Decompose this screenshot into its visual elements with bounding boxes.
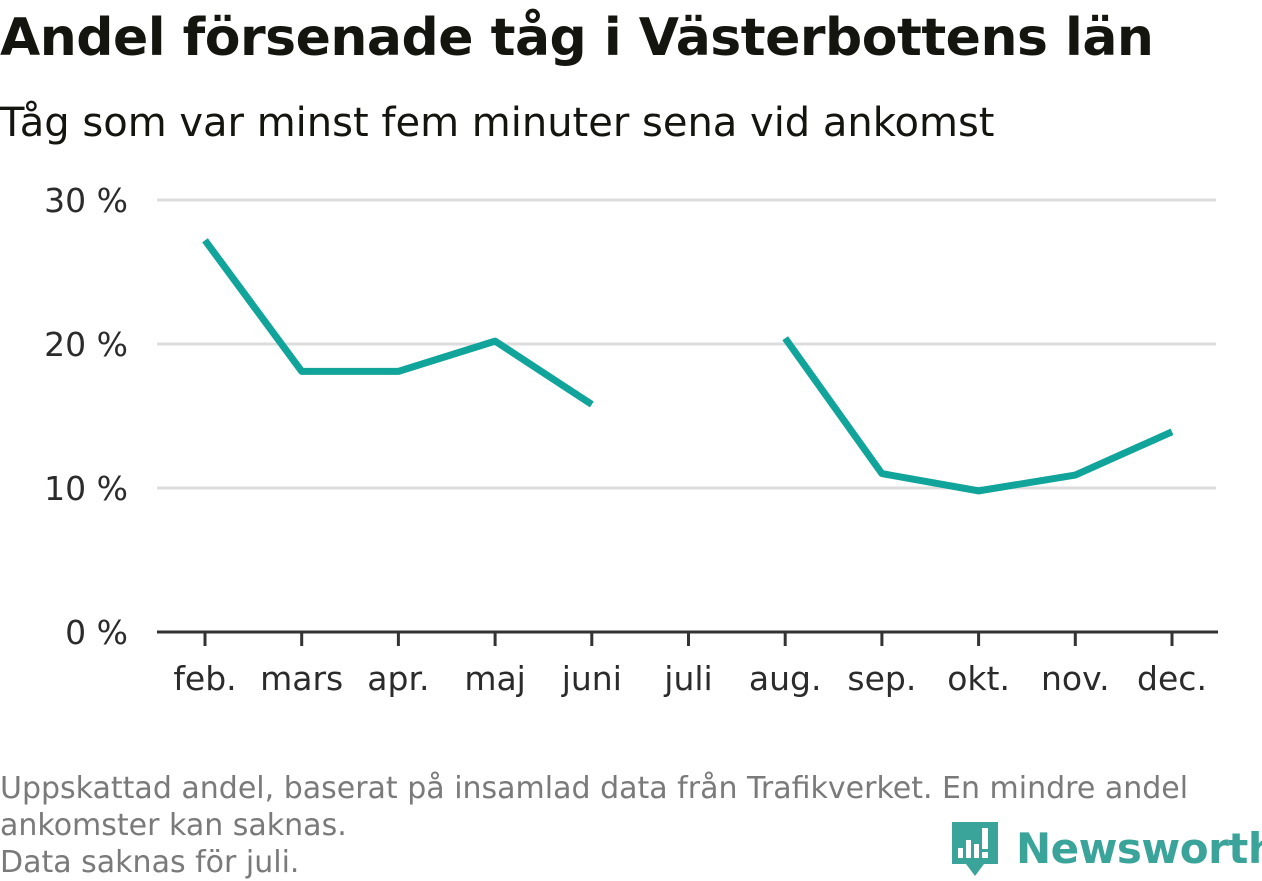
x-tick-label: juli <box>663 659 712 698</box>
newsworthy-logo: Newsworthy <box>950 818 1262 878</box>
x-tick-label: feb. <box>173 659 236 698</box>
y-tick-label: 20 % <box>44 325 128 364</box>
series-lines <box>205 240 1172 491</box>
footnote-line-1: Uppskattad andel, baserat på insamlad da… <box>0 770 1250 807</box>
x-tick-label: apr. <box>367 659 429 698</box>
x-tick-label: dec. <box>1137 659 1207 698</box>
y-tick-label: 10 % <box>44 469 128 508</box>
series-line-segment <box>205 240 592 404</box>
x-tick-label: okt. <box>947 659 1010 698</box>
logo-text: Newsworthy <box>1016 824 1262 873</box>
x-tick-label: sep. <box>847 659 916 698</box>
y-tick-label: 0 % <box>65 613 128 652</box>
y-axis-ticks: 0 % 10 % 20 % 30 % <box>44 181 128 652</box>
newsworthy-chart-icon <box>950 818 1000 878</box>
y-tick-label: 30 % <box>44 181 128 220</box>
x-tick-label: nov. <box>1041 659 1110 698</box>
x-tick-label: juni <box>561 659 622 698</box>
series-line-segment <box>785 338 1172 491</box>
x-tick-label: maj <box>464 659 526 698</box>
x-tick-label: mars <box>260 659 343 698</box>
x-tick-label: aug. <box>749 659 822 698</box>
grid-lines <box>157 200 1216 488</box>
